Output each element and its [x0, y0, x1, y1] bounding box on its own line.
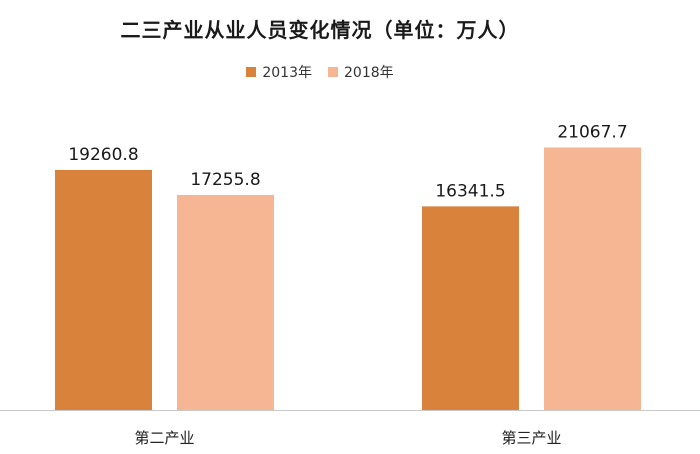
legend-swatch-2018	[328, 67, 338, 77]
chart-title: 二三产业从业人员变化情况（单位：万人）	[120, 18, 520, 42]
legend-item-2018: 2018年	[328, 62, 394, 82]
data-label-2013-secondary: 19260.8	[68, 145, 138, 165]
legend-swatch-2013	[246, 67, 257, 77]
legend-label-2018: 2018年	[344, 65, 394, 81]
legend-label-2013: 2013年	[262, 65, 312, 81]
legend-item-2013: 2013年	[246, 62, 312, 82]
data-label-2018-tertiary: 21067.7	[557, 122, 627, 142]
data-label-2013-tertiary: 16341.5	[435, 181, 505, 201]
bar-2013-secondary	[55, 169, 152, 410]
bar-2013-tertiary	[422, 206, 519, 410]
category-label-secondary: 第二产业	[134, 429, 194, 447]
data-label-2018-secondary: 17255.8	[190, 170, 260, 190]
bar-2018-secondary	[177, 194, 274, 410]
chart-legend: 2013年 2018年	[0, 62, 640, 82]
category-label-tertiary: 第三产业	[501, 429, 561, 447]
bar-2018-tertiary	[544, 147, 641, 410]
